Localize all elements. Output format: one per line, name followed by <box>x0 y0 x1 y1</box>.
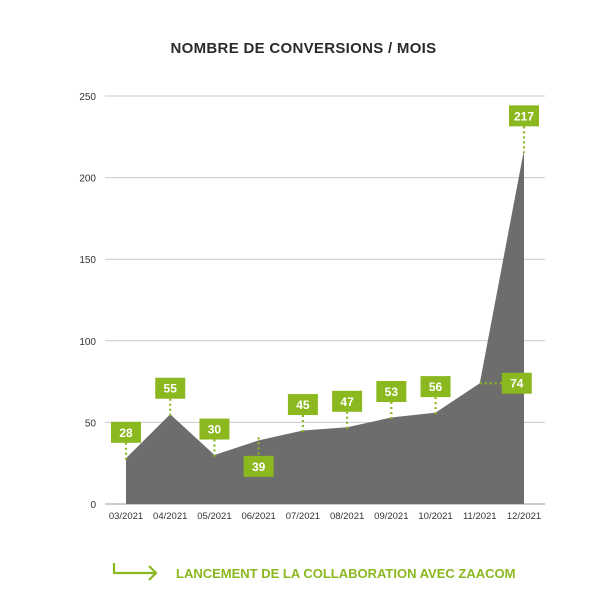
area-layer <box>126 149 524 504</box>
x-tick-label: 06/2021 <box>241 511 275 522</box>
data-label: 30 <box>208 423 222 437</box>
right-arrow-icon <box>112 563 158 581</box>
x-tick-label: 03/2021 <box>109 511 143 522</box>
data-label: 74 <box>510 377 524 391</box>
x-tick-label: 08/2021 <box>330 511 364 522</box>
y-tick-label: 200 <box>79 174 96 185</box>
data-label: 56 <box>429 380 443 394</box>
data-label: 39 <box>252 460 266 474</box>
y-tick-label: 250 <box>79 92 96 103</box>
data-label: 45 <box>296 398 310 412</box>
data-label-box <box>199 418 230 440</box>
data-label-box <box>509 105 539 127</box>
x-tick-label: 09/2021 <box>374 511 408 522</box>
data-label: 28 <box>119 426 133 440</box>
data-label: 47 <box>340 395 354 409</box>
data-label-box <box>243 455 274 477</box>
chart-title: NOMBRE DE CONVERSIONS / MOIS <box>170 40 437 57</box>
x-axis: 03/2021 04/2021 05/2021 06/2021 07/2021 08/20… <box>109 511 541 522</box>
legend-label: LANCEMENT DE LA COLLABORATION AVEC ZAACO… <box>176 565 516 581</box>
data-label-box <box>420 376 451 398</box>
legend: LANCEMENT DE LA COLLABORATION AVEC ZAACO… <box>112 560 515 586</box>
data-label-box <box>155 377 186 399</box>
data-label: 217 <box>514 109 534 123</box>
y-tick-label: 150 <box>79 255 96 266</box>
y-tick-label: 0 <box>90 500 96 511</box>
x-tick-label: 07/2021 <box>286 511 320 522</box>
y-tick-label: 100 <box>79 337 96 348</box>
area-series <box>126 149 524 504</box>
data-label-box <box>501 372 532 394</box>
data-label-box <box>111 421 141 443</box>
data-label-box <box>287 394 318 416</box>
x-tick-label: 12/2021 <box>507 511 541 522</box>
data-label: 55 <box>164 382 178 396</box>
data-label-box <box>376 381 407 403</box>
data-label: 53 <box>385 385 399 399</box>
x-tick-label: 10/2021 <box>418 511 452 522</box>
data-labels: 28 55 30 39 45 47 53 56 74 217 <box>111 105 539 477</box>
x-tick-label: 05/2021 <box>197 511 231 522</box>
y-axis: 0 50 100 150 200 250 <box>79 92 96 511</box>
x-tick-label: 11/2021 <box>463 511 497 522</box>
y-tick-label: 50 <box>85 418 97 429</box>
data-label-box <box>332 390 363 412</box>
x-tick-label: 04/2021 <box>153 511 187 522</box>
